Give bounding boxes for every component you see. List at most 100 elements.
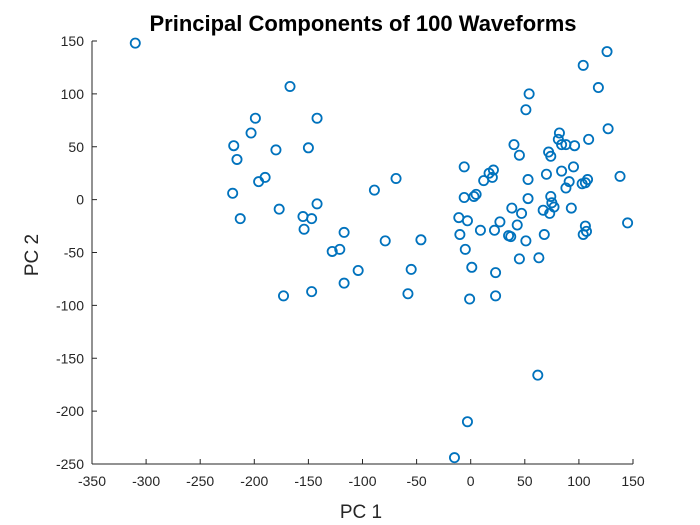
data-point bbox=[273, 203, 285, 215]
data-point bbox=[454, 229, 466, 241]
data-point bbox=[231, 153, 243, 165]
y-tick-label: 100 bbox=[61, 86, 85, 102]
data-point bbox=[474, 224, 486, 236]
data-point bbox=[486, 171, 498, 183]
data-point bbox=[553, 127, 565, 139]
x-axis-label: PC 1 bbox=[340, 502, 382, 523]
data-point bbox=[306, 286, 318, 298]
data-point bbox=[522, 193, 534, 205]
data-point bbox=[545, 150, 557, 162]
data-point bbox=[567, 161, 579, 173]
data-point bbox=[368, 184, 380, 196]
data-point bbox=[545, 190, 557, 202]
data-point bbox=[234, 213, 246, 225]
data-point bbox=[390, 172, 402, 184]
y-tick-label: -150 bbox=[56, 350, 84, 366]
data-point bbox=[352, 264, 364, 276]
data-point bbox=[487, 164, 499, 176]
data-point bbox=[228, 140, 240, 152]
data-point bbox=[602, 123, 614, 135]
data-point bbox=[513, 253, 525, 265]
data-point bbox=[453, 212, 465, 224]
y-tick-label: -100 bbox=[56, 297, 84, 313]
axes: -350 -300 -250 -200 -150 -100 -50 0 50 100 150 -250… bbox=[56, 33, 645, 489]
x-tick-label: -150 bbox=[294, 473, 322, 489]
data-point bbox=[306, 213, 318, 225]
data-point bbox=[448, 452, 460, 464]
data-point bbox=[311, 198, 323, 210]
data-point bbox=[563, 176, 575, 188]
data-point bbox=[284, 80, 296, 92]
data-points bbox=[129, 37, 634, 464]
data-point bbox=[227, 187, 239, 199]
x-tick-label: -300 bbox=[132, 473, 160, 489]
data-point bbox=[533, 252, 545, 264]
data-point bbox=[470, 188, 482, 200]
data-point bbox=[338, 277, 350, 289]
y-tick-label: 150 bbox=[61, 33, 85, 49]
data-point bbox=[569, 140, 581, 152]
x-tick-label: 50 bbox=[517, 473, 533, 489]
data-point bbox=[548, 201, 560, 213]
data-point bbox=[601, 46, 613, 58]
data-point bbox=[461, 416, 473, 428]
data-point bbox=[522, 174, 534, 186]
data-point bbox=[458, 161, 470, 173]
data-point bbox=[245, 127, 257, 139]
data-point bbox=[520, 235, 532, 247]
x-tick-label: -50 bbox=[406, 473, 426, 489]
data-point bbox=[278, 290, 290, 302]
y-tick-label: -50 bbox=[64, 245, 84, 261]
y-axis-label: PC 2 bbox=[22, 234, 43, 276]
y-tick-label: 0 bbox=[76, 192, 84, 208]
data-point bbox=[490, 290, 502, 302]
data-point bbox=[511, 219, 523, 231]
data-point bbox=[298, 223, 310, 235]
data-point bbox=[582, 174, 594, 186]
data-point bbox=[579, 220, 591, 232]
data-point bbox=[508, 139, 520, 151]
x-tick-label: -350 bbox=[78, 473, 106, 489]
data-point bbox=[540, 168, 552, 180]
data-point bbox=[516, 207, 528, 219]
data-point bbox=[523, 88, 535, 100]
data-point bbox=[468, 190, 480, 202]
data-point bbox=[334, 243, 346, 255]
data-point bbox=[405, 263, 417, 275]
data-point bbox=[583, 133, 595, 145]
data-point bbox=[577, 59, 589, 71]
data-point bbox=[592, 82, 604, 94]
x-tick-label: -250 bbox=[186, 473, 214, 489]
data-point bbox=[560, 182, 572, 194]
data-point bbox=[415, 234, 427, 246]
data-point bbox=[326, 245, 338, 257]
data-point bbox=[459, 243, 471, 255]
x-tick-label: -200 bbox=[240, 473, 268, 489]
data-point bbox=[379, 235, 391, 247]
data-point bbox=[565, 202, 577, 214]
data-point bbox=[489, 224, 501, 236]
data-point bbox=[505, 231, 517, 243]
data-point bbox=[614, 170, 626, 182]
data-point bbox=[490, 267, 502, 279]
data-point bbox=[506, 202, 518, 214]
data-point bbox=[537, 204, 549, 216]
x-tick-label: -100 bbox=[348, 473, 376, 489]
data-point bbox=[556, 165, 568, 177]
data-point bbox=[532, 369, 544, 381]
y-tick-label: -250 bbox=[56, 456, 84, 472]
x-tick-label: 0 bbox=[467, 473, 475, 489]
data-point bbox=[538, 229, 550, 241]
data-point bbox=[494, 216, 506, 228]
data-point bbox=[513, 149, 525, 161]
x-tick-label: 100 bbox=[567, 473, 591, 489]
y-tick-label: -200 bbox=[56, 403, 84, 419]
data-point bbox=[556, 139, 568, 151]
data-point bbox=[129, 37, 141, 49]
data-point bbox=[302, 142, 314, 154]
data-point bbox=[311, 112, 323, 124]
data-point bbox=[622, 217, 634, 229]
data-point bbox=[466, 261, 478, 273]
